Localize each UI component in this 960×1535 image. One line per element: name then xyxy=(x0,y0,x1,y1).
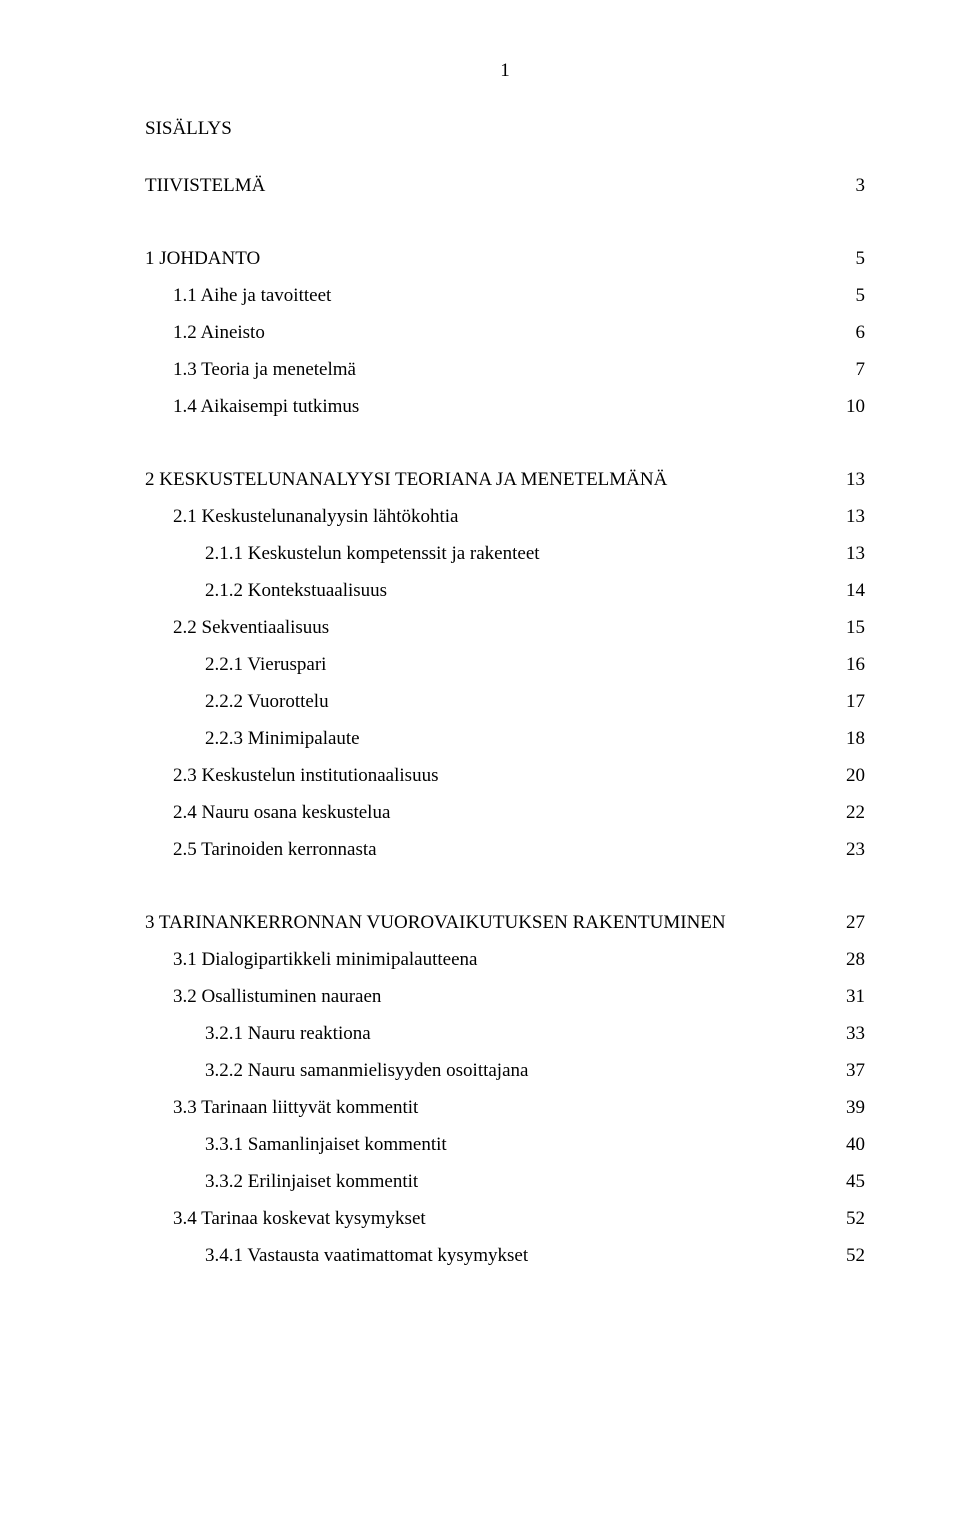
toc-title: 3.2 Osallistuminen nauraen xyxy=(145,987,825,1006)
toc-title: 2.3 Keskustelun institutionaalisuus xyxy=(145,766,825,785)
toc-row: 3.3.1 Samanlinjaiset kommentit40 xyxy=(145,1135,865,1154)
toc-row: 2.1.2 Kontekstuaalisuus14 xyxy=(145,581,865,600)
toc-title: 3.2.2 Nauru samanmielisyyden osoittajana xyxy=(145,1061,825,1080)
toc-page-number: 13 xyxy=(825,470,865,489)
toc-row: 2.1.1 Keskustelun kompetenssit ja rakent… xyxy=(145,544,865,563)
toc-row: 3.3 Tarinaan liittyvät kommentit39 xyxy=(145,1098,865,1117)
toc-row: 2.1 Keskustelunanalyysin lähtökohtia13 xyxy=(145,507,865,526)
toc-page-number: 37 xyxy=(825,1061,865,1080)
toc-page-number: 52 xyxy=(825,1209,865,1228)
toc-page-number: 13 xyxy=(825,507,865,526)
toc-row: 2.2.2 Vuorottelu17 xyxy=(145,692,865,711)
toc-page-number: 23 xyxy=(825,840,865,859)
toc-page-number: 20 xyxy=(825,766,865,785)
toc-title: 3.1 Dialogipartikkeli minimipalautteena xyxy=(145,950,825,969)
toc-gap xyxy=(145,877,865,913)
toc-title: 3.4.1 Vastausta vaatimattomat kysymykset xyxy=(145,1246,825,1265)
toc-page-number: 18 xyxy=(825,729,865,748)
toc-page-number: 6 xyxy=(825,323,865,342)
toc-title: 2.1 Keskustelunanalyysin lähtökohtia xyxy=(145,507,825,526)
toc-title: 3.3.2 Erilinjaiset kommentit xyxy=(145,1172,825,1191)
toc-title: 2.2.3 Minimipalaute xyxy=(145,729,825,748)
toc-title: 2 KESKUSTELUNANALYYSI TEORIANA JA MENETE… xyxy=(145,470,825,489)
toc-title: 3 TARINANKERRONNAN VUOROVAIKUTUKSEN RAKE… xyxy=(145,913,825,932)
toc-page-number: 40 xyxy=(825,1135,865,1154)
toc-page-number: 27 xyxy=(825,913,865,932)
toc-page-number: 10 xyxy=(825,397,865,416)
toc-gap xyxy=(145,213,865,249)
toc-gap xyxy=(145,434,865,470)
toc-row: 3 TARINANKERRONNAN VUOROVAIKUTUKSEN RAKE… xyxy=(145,913,865,932)
toc-title: 3.3 Tarinaan liittyvät kommentit xyxy=(145,1098,825,1117)
toc-row: 1.2 Aineisto6 xyxy=(145,323,865,342)
toc-row: 2.2.3 Minimipalaute18 xyxy=(145,729,865,748)
toc-row: 3.2 Osallistuminen nauraen31 xyxy=(145,987,865,1006)
toc-title: 1.3 Teoria ja menetelmä xyxy=(145,360,825,379)
toc-heading: SISÄLLYS xyxy=(145,118,865,140)
toc-page-number: 39 xyxy=(825,1098,865,1117)
toc-title: 1.2 Aineisto xyxy=(145,323,825,342)
toc-row: 3.4.1 Vastausta vaatimattomat kysymykset… xyxy=(145,1246,865,1265)
toc-row: 2.5 Tarinoiden kerronnasta23 xyxy=(145,840,865,859)
toc-row: 1 JOHDANTO5 xyxy=(145,249,865,268)
toc-page-number: 15 xyxy=(825,618,865,637)
toc-row: 3.4 Tarinaa koskevat kysymykset52 xyxy=(145,1209,865,1228)
toc-page-number: 22 xyxy=(825,803,865,822)
document-page: 1 SISÄLLYS TIIVISTELMÄ31 JOHDANTO51.1 Ai… xyxy=(0,0,960,1353)
toc-row: 1.4 Aikaisempi tutkimus10 xyxy=(145,397,865,416)
toc-page-number: 3 xyxy=(825,176,865,195)
toc-title: 2.5 Tarinoiden kerronnasta xyxy=(145,840,825,859)
toc-title: 3.3.1 Samanlinjaiset kommentit xyxy=(145,1135,825,1154)
toc-page-number: 14 xyxy=(825,581,865,600)
toc-row: 2.2.1 Vieruspari16 xyxy=(145,655,865,674)
toc-page-number: 17 xyxy=(825,692,865,711)
toc-page-number: 31 xyxy=(825,987,865,1006)
page-number-top: 1 xyxy=(145,60,865,82)
toc-page-number: 45 xyxy=(825,1172,865,1191)
toc-title: 2.1.1 Keskustelun kompetenssit ja rakent… xyxy=(145,544,825,563)
toc-title: 2.4 Nauru osana keskustelua xyxy=(145,803,825,822)
toc-page-number: 13 xyxy=(825,544,865,563)
toc-row: 3.2.1 Nauru reaktiona33 xyxy=(145,1024,865,1043)
toc-row: 3.1 Dialogipartikkeli minimipalautteena2… xyxy=(145,950,865,969)
toc-title: 3.4 Tarinaa koskevat kysymykset xyxy=(145,1209,825,1228)
toc-page-number: 5 xyxy=(825,286,865,305)
toc-row: 3.3.2 Erilinjaiset kommentit45 xyxy=(145,1172,865,1191)
toc-row: 1.3 Teoria ja menetelmä7 xyxy=(145,360,865,379)
toc-row: TIIVISTELMÄ3 xyxy=(145,176,865,195)
toc-title: 1.1 Aihe ja tavoitteet xyxy=(145,286,825,305)
toc-row: 2.3 Keskustelun institutionaalisuus20 xyxy=(145,766,865,785)
toc-page-number: 52 xyxy=(825,1246,865,1265)
toc-row: 3.2.2 Nauru samanmielisyyden osoittajana… xyxy=(145,1061,865,1080)
toc-row: 2.2 Sekventiaalisuus15 xyxy=(145,618,865,637)
toc-page-number: 7 xyxy=(825,360,865,379)
toc-title: 2.2 Sekventiaalisuus xyxy=(145,618,825,637)
toc-title: 1 JOHDANTO xyxy=(145,249,825,268)
toc-page-number: 28 xyxy=(825,950,865,969)
toc-title: TIIVISTELMÄ xyxy=(145,176,825,195)
toc-row: 2.4 Nauru osana keskustelua22 xyxy=(145,803,865,822)
toc-row: 2 KESKUSTELUNANALYYSI TEORIANA JA MENETE… xyxy=(145,470,865,489)
toc-title: 2.2.2 Vuorottelu xyxy=(145,692,825,711)
toc-page-number: 33 xyxy=(825,1024,865,1043)
toc-page-number: 16 xyxy=(825,655,865,674)
toc-row: 1.1 Aihe ja tavoitteet5 xyxy=(145,286,865,305)
toc-container: TIIVISTELMÄ31 JOHDANTO51.1 Aihe ja tavoi… xyxy=(145,176,865,1265)
toc-title: 2.2.1 Vieruspari xyxy=(145,655,825,674)
toc-page-number: 5 xyxy=(825,249,865,268)
toc-title: 2.1.2 Kontekstuaalisuus xyxy=(145,581,825,600)
toc-title: 1.4 Aikaisempi tutkimus xyxy=(145,397,825,416)
toc-title: 3.2.1 Nauru reaktiona xyxy=(145,1024,825,1043)
